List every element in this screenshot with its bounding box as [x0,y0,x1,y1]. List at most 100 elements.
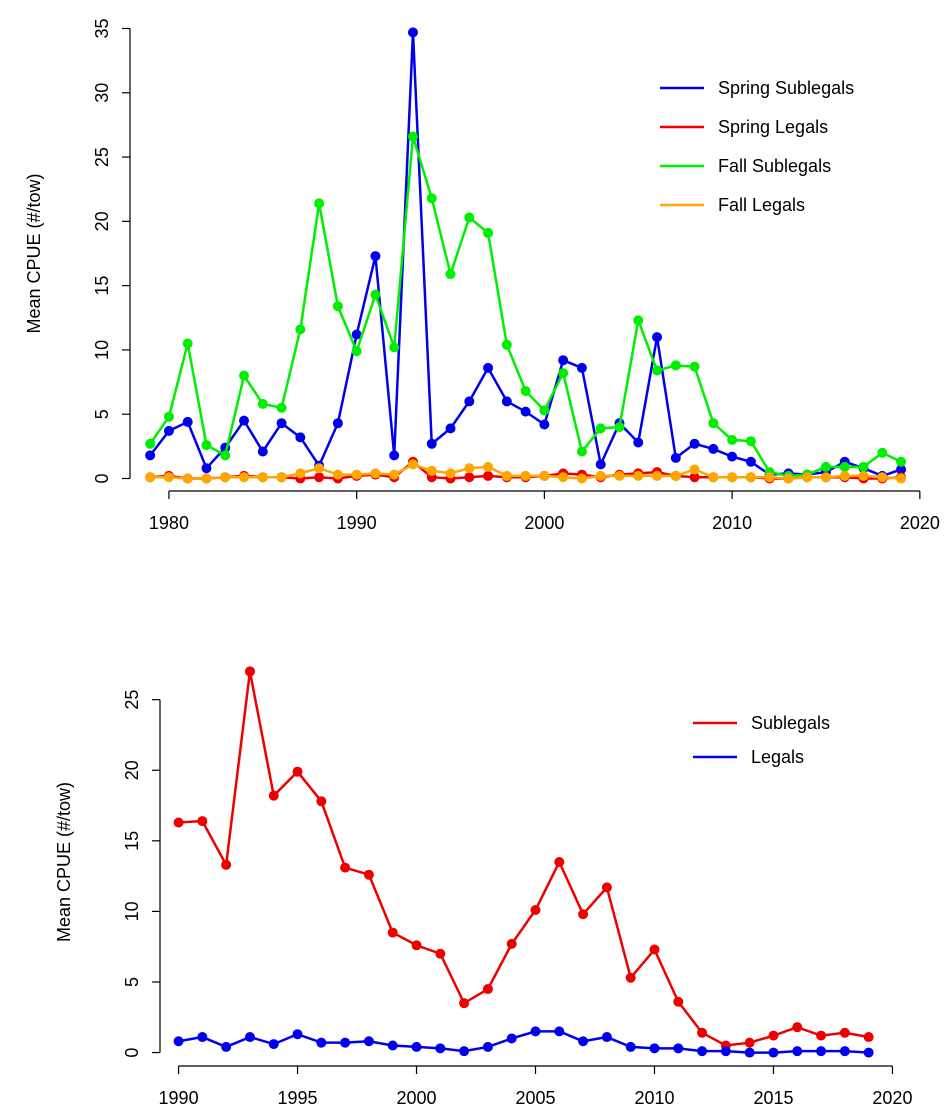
data-point [501,470,512,481]
data-point [244,666,255,677]
data-point [858,470,869,481]
data-point [649,1043,660,1054]
data-point [268,1039,279,1050]
data-point [595,470,606,481]
legend-label: Fall Legals [718,195,805,215]
data-point [633,437,644,448]
data-point [530,904,541,915]
data-point [820,472,831,483]
data-point [802,472,813,483]
data-point [332,469,343,480]
data-point [727,472,738,483]
series-line [178,1030,869,1054]
data-point [145,438,156,449]
x-tick-label: 1990 [159,1088,199,1108]
y-tick-label: 0 [92,473,112,483]
data-point [483,470,494,481]
data-point [314,198,325,209]
data-point [649,944,660,955]
data-point [407,459,418,470]
data-point [292,766,303,777]
data-point [578,1036,589,1047]
x-tick-label: 2000 [524,513,564,533]
y-tick-label: 20 [122,760,142,780]
data-point [295,468,306,479]
data-point [877,447,888,458]
x-tick-label: 2000 [396,1088,436,1108]
data-point [483,461,494,472]
data-point [595,423,606,434]
data-point [387,927,398,938]
data-point [268,790,279,801]
data-point [387,1040,398,1051]
data-point [257,446,268,457]
data-point [633,470,644,481]
y-tick-label: 30 [92,83,112,103]
data-point [863,1047,874,1058]
data-point [896,464,907,475]
data-point [426,465,437,476]
data-point [576,362,587,373]
legend-label: Sublegals [751,713,830,733]
data-point [389,342,400,353]
data-point [145,450,156,461]
data-point [744,1047,755,1058]
data-point [652,365,663,376]
data-point [673,1043,684,1054]
data-point [783,473,794,484]
data-point [839,1046,850,1057]
data-point [389,450,400,461]
data-point [201,463,212,474]
data-point [244,1032,255,1043]
data-point [689,361,700,372]
data-point [520,406,531,417]
data-point [182,416,193,427]
data-point [163,472,174,483]
data-point [720,1046,731,1057]
data-point [633,315,644,326]
data-point [316,796,327,807]
data-point [670,452,681,463]
data-point [483,227,494,238]
data-point [520,386,531,397]
data-point [768,1047,779,1058]
data-point [239,472,250,483]
data-point [363,869,374,880]
y-tick-label: 15 [122,831,142,851]
data-point [173,817,184,828]
data-point [625,972,636,983]
data-point [340,1037,351,1048]
data-point [816,1030,827,1041]
data-point [506,938,517,949]
data-point [370,289,381,300]
data-point [745,472,756,483]
data-point [221,1041,232,1052]
data-point [482,1041,493,1052]
x-tick-label: 2010 [634,1088,674,1108]
data-point [239,370,250,381]
data-point [896,456,907,467]
data-point [445,468,456,479]
data-point [578,909,589,920]
data-point [595,459,606,470]
data-point [314,472,325,483]
data-point [673,996,684,1007]
data-point [744,1037,755,1048]
data-point [276,472,287,483]
x-tick-label: 1990 [337,513,377,533]
data-point [411,940,422,951]
data-point [539,470,550,481]
data-point [316,1037,327,1048]
y-tick-label: 35 [92,18,112,38]
x-tick-label: 2020 [900,513,940,533]
data-point [363,1036,374,1047]
data-point [614,470,625,481]
data-point [351,469,362,480]
y-tick-label: 0 [122,1048,142,1058]
data-point [530,1026,541,1037]
data-point [708,418,719,429]
data-point [411,1041,422,1052]
data-point [601,1032,612,1043]
data-point [601,882,612,893]
data-point [295,432,306,443]
